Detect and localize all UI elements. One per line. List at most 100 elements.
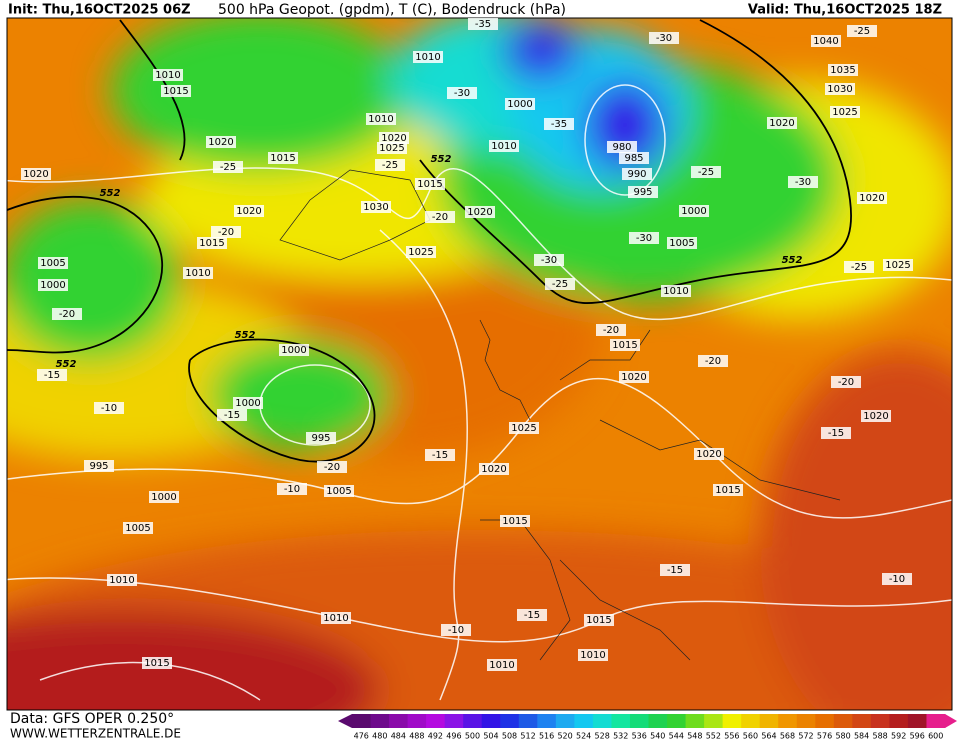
colorbar-label: 572 [798,732,813,741]
isobar-label-box [38,279,68,291]
colorbar-label: 492 [428,732,443,741]
temperature-label-box [831,376,861,388]
isobar-label-box [825,83,855,95]
colorbar-swatch [611,714,631,728]
temperature-label-box [821,427,851,439]
temperature-label-box [425,449,455,461]
isobar-label-box [694,448,724,460]
temperature-label: -25 [698,167,714,178]
temperature-label-box [691,166,721,178]
colorbar-swatch [722,714,742,728]
colorbar-label: 592 [891,732,906,741]
temperature-label: -25 [220,162,236,173]
isobar-label-box [161,85,191,97]
isobar-label: 1020 [236,206,261,217]
colorbar-label: 596 [910,732,925,741]
isobar-label-box [123,522,153,534]
colorbar-swatch [648,714,668,728]
isobar-label-box [149,491,179,503]
temperature-label-box [660,564,690,576]
temperature-label-box [629,232,659,244]
temperature-label-box [447,87,477,99]
temperature-label: -10 [101,403,117,414]
colorbar-label: 564 [761,732,776,741]
colorbar-label: 556 [724,732,739,741]
isobar-label: 1025 [885,260,910,271]
isobar-label-box [713,484,743,496]
isobar-label: 1010 [415,52,440,63]
isobar-label-box [465,206,495,218]
colorbar-label: 504 [483,732,498,741]
isobar-label: 1000 [507,99,532,110]
colorbar-swatch [815,714,835,728]
colorbar-label: 476 [354,732,369,741]
temperature-label-box [425,211,455,223]
colorbar-swatch [667,714,687,728]
isobar-label: 1015 [502,516,527,527]
isobar-label: 1020 [381,133,406,144]
temperature-label: -20 [218,227,234,238]
colorbar-label: 516 [539,732,554,741]
colorbar: 476 480 484 488 492 496 500 504 508 512 516 520 524 5… [338,714,957,741]
colorbar-swatch [370,714,390,728]
isobar-label-box [366,113,396,125]
isobar-label: 1015 [144,658,169,669]
isobar-label-box [415,178,445,190]
colorbar-label: 532 [613,732,628,741]
isobar-label: 1025 [379,143,404,154]
isobar-label: 1020 [863,411,888,422]
temperature-label-box [882,573,912,585]
isobar-label: 995 [311,433,330,444]
valid-time: Valid: Thu,16OCT2025 18Z [748,3,942,18]
temperature-label: -20 [432,212,448,223]
temperature-label: -15 [667,565,683,576]
isobar-label: 1020 [467,207,492,218]
isobar-label: 1025 [832,107,857,118]
temperature-label-box [788,176,818,188]
colorbar-swatch [463,714,483,728]
colorbar-swatch [352,714,372,728]
isobar-label: 1020 [859,193,884,204]
colorbar-label: 520 [557,732,572,741]
isobar-label: 995 [633,187,652,198]
isobar-label-box [21,168,51,180]
isobar-label-box [268,152,298,164]
geopotential-label: 552 [782,255,803,266]
colorbar-label: 528 [595,732,610,741]
isobar-label-box [84,460,114,472]
isobar-label-box [883,259,913,271]
temperature-label-box [213,161,243,173]
temperature-label: -15 [828,428,844,439]
colorbar-label: 524 [576,732,591,741]
isobar-label-box [233,397,263,409]
temperature-label: -30 [795,177,811,188]
isobar-label: 1015 [417,179,442,190]
colorbar-label: 560 [743,732,758,741]
isobar-label-box [767,117,797,129]
isobar-label: 1005 [125,523,150,534]
colorbar-label: 480 [372,732,387,741]
colorbar-swatch [481,714,501,728]
colorbar-label: 552 [706,732,721,741]
isobar-label-box [279,344,309,356]
isobar-label: 1010 [489,660,514,671]
isobar-label-box [619,152,649,164]
colorbar-label: 588 [873,732,888,741]
temperature-label-box [544,118,574,130]
geopotential-label: 552 [100,188,121,199]
temperature-label-box [847,25,877,37]
isobar-label: 1000 [281,345,306,356]
isobar-label-box [505,98,535,110]
geopotential-label: 552 [235,330,256,341]
isobar-label: 1010 [323,613,348,624]
isobar-label: 1015 [199,238,224,249]
isobar-label: 980 [612,142,631,153]
temperature-label-box [52,308,82,320]
isobar-label: 995 [89,461,108,472]
temperature-label: -25 [552,279,568,290]
init-time: Init: Thu,16OCT2025 06Z [8,3,191,18]
isobar-label-box [861,410,891,422]
isobar-label: 1015 [586,615,611,626]
colorbar-swatch [629,714,649,728]
isobar-label: 1020 [769,118,794,129]
